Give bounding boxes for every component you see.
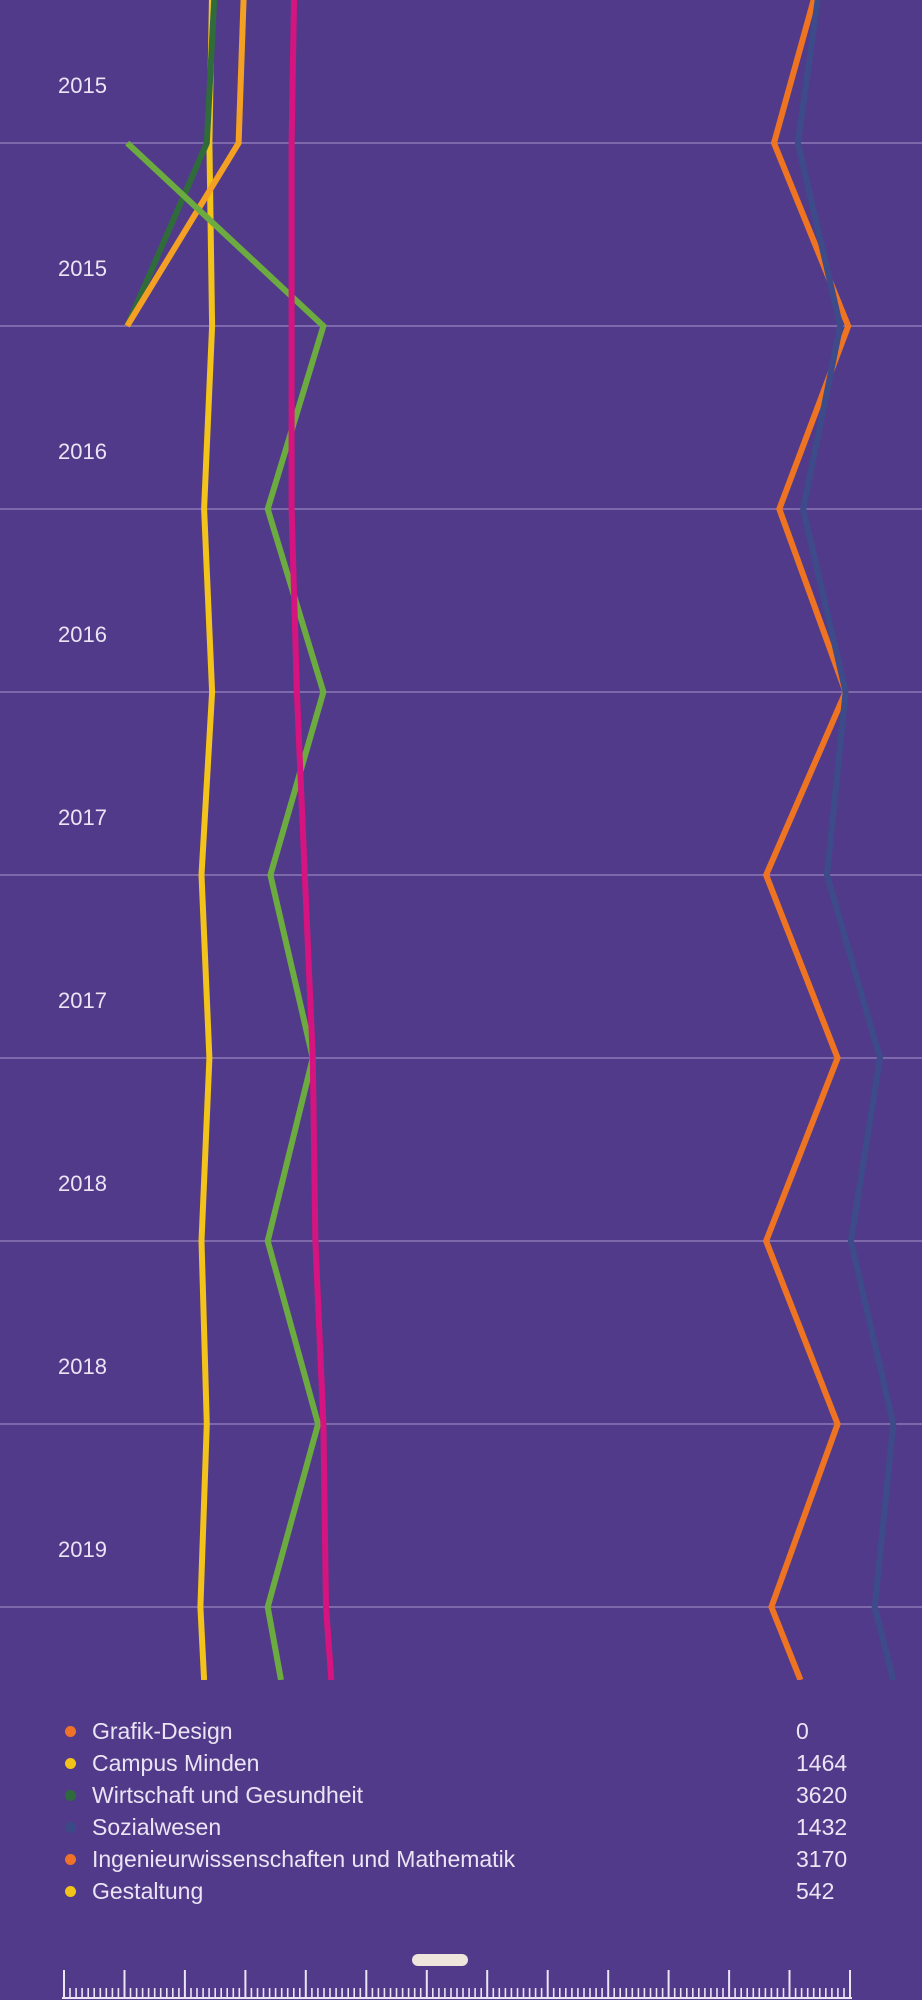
- legend-item-name: Sozialwesen: [92, 1814, 222, 1840]
- legend-item-value: 3620: [796, 1782, 848, 1808]
- year-label: 2017: [58, 988, 107, 1013]
- chart-svg: [0, 0, 922, 1680]
- series-line-grafik-design: [762, 0, 852, 1680]
- legend-dot-icon: [65, 1854, 76, 1865]
- series-line-sozialwesen: [794, 0, 897, 1680]
- legend-item-value: 542: [796, 1878, 835, 1904]
- year-label: 2017: [58, 805, 107, 830]
- legend-dot-icon: [65, 1822, 76, 1833]
- legend-dot-icon: [65, 1726, 76, 1737]
- year-label: 2019: [58, 1537, 107, 1562]
- year-label: 2015: [58, 256, 107, 281]
- chart-area: 2015 2015 2016 2016 2017 2017 2018 2018 2019: [0, 0, 922, 1680]
- legend-item-name: Wirtschaft und Gesundheit: [92, 1782, 364, 1808]
- series-line-campus-minden: [197, 0, 216, 1680]
- year-label: 2015: [58, 73, 107, 98]
- year-label: 2016: [58, 622, 107, 647]
- legend-item-name: Gestaltung: [92, 1878, 204, 1904]
- legend-item-value: 1432: [796, 1814, 848, 1840]
- legend-item[interactable]: Campus Minden 1464: [0, 1748, 922, 1780]
- legend-dot-icon: [65, 1758, 76, 1769]
- legend-item-name: Grafik-Design: [92, 1718, 233, 1744]
- legend-item[interactable]: Sozialwesen 1432: [0, 1812, 922, 1844]
- legend-item-name: Campus Minden: [92, 1750, 260, 1776]
- time-scrubber[interactable]: [0, 1950, 922, 2000]
- legend-dot-icon: [65, 1886, 76, 1897]
- series-line-ingenieurwissenschaften-und-mathematik: [124, 0, 247, 328]
- year-label: 2018: [58, 1354, 107, 1379]
- legend-dot-icon: [65, 1790, 76, 1801]
- legend-item[interactable]: Ingenieurwissenschaften und Mathematik 31…: [0, 1844, 922, 1876]
- year-label: 2018: [58, 1171, 107, 1196]
- series-line-unlabeled-6: [288, 0, 335, 1680]
- legend-item-value: 0: [796, 1718, 809, 1744]
- legend-item-name: Ingenieurwissenschaften und Mathematik: [92, 1846, 516, 1872]
- legend-item[interactable]: Wirtschaft und Gesundheit 3620: [0, 1780, 922, 1812]
- scrubber-ruler: [62, 1970, 852, 1999]
- series-line-gestaltung: [125, 140, 327, 1680]
- legend-item-value: 3170: [796, 1846, 848, 1872]
- legend-item[interactable]: Grafik-Design 0: [0, 1716, 922, 1748]
- legend-item-value: 1464: [796, 1750, 848, 1776]
- year-label: 2016: [58, 439, 107, 464]
- series-line-wirtschaft-und-gesundheit: [124, 0, 218, 328]
- legend-item[interactable]: Gestaltung 542: [0, 1876, 922, 1908]
- scrubber-handle[interactable]: [412, 1954, 468, 1966]
